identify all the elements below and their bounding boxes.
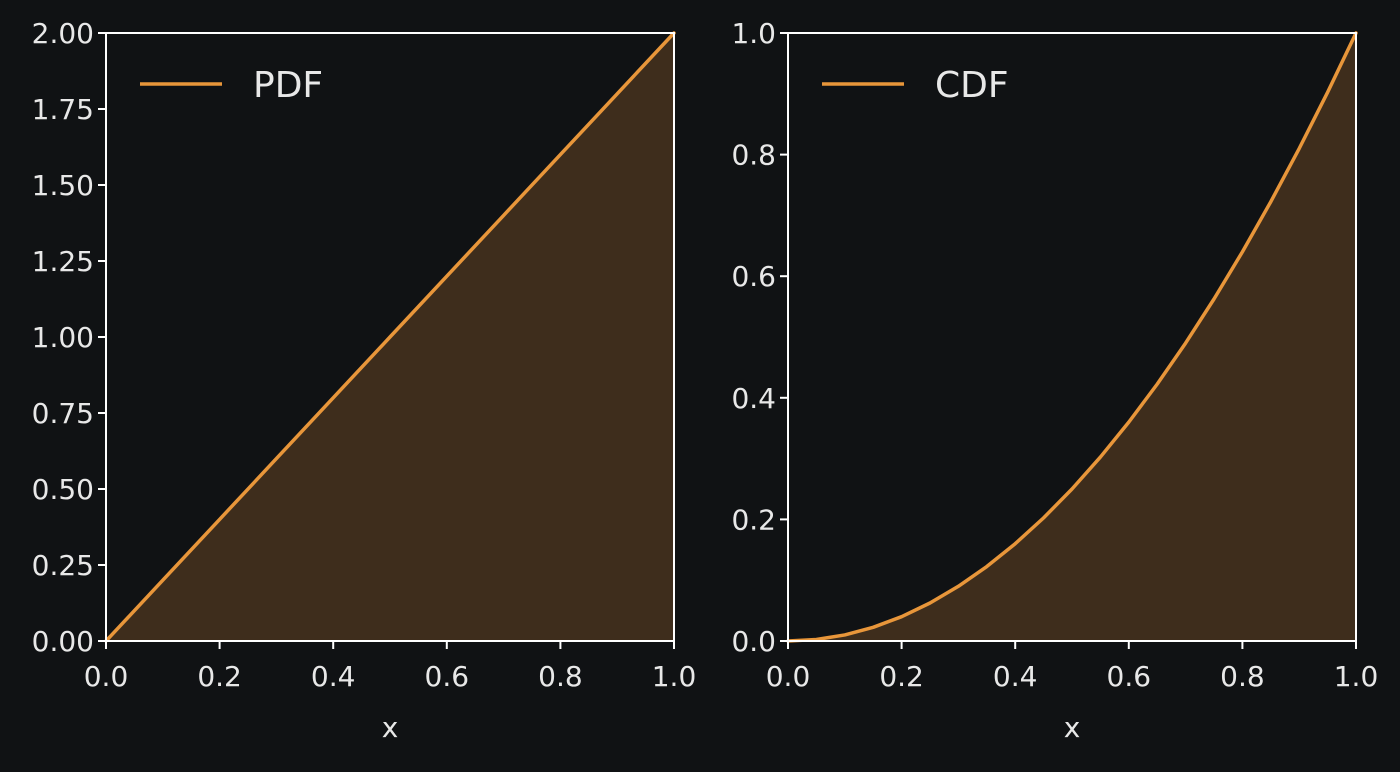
y-tick-label: 0.0	[731, 625, 776, 658]
legend-label: CDF	[935, 65, 1009, 106]
x-tick-label: 0.0	[766, 660, 811, 693]
x-tick-label: 1.0	[1334, 660, 1379, 693]
y-tick-label: 2.00	[32, 17, 94, 50]
axes-frame	[787, 32, 1357, 642]
y-tick-label: 0.2	[731, 503, 776, 536]
x-tick-label: 0.2	[197, 660, 242, 693]
y-tick-label: 0.6	[731, 260, 776, 293]
x-tick-label: 0.8	[1220, 660, 1265, 693]
y-tick-label: 1.00	[32, 321, 94, 354]
x-tick-label: 1.0	[652, 660, 697, 693]
x-tick-label: 0.6	[1107, 660, 1152, 693]
y-tick-label: 0.00	[32, 625, 94, 658]
y-tick-label: 0.4	[731, 382, 776, 415]
x-tick-label: 0.8	[538, 660, 583, 693]
y-tick-label: 0.8	[731, 139, 776, 172]
chart-panel-1: PDF 0.0 0.2 0.4 0.6 0.8 1.0 0.00 0.25 0.50 0.75 1.0…	[32, 17, 697, 744]
x-tick-label: 0.2	[879, 660, 924, 693]
y-tick-label: 0.50	[32, 473, 94, 506]
legend-label: PDF	[253, 65, 323, 106]
y-tick-label: 1.25	[32, 245, 94, 278]
y-tick-label: 0.25	[32, 549, 94, 582]
y-tick-label: 0.75	[32, 397, 94, 430]
series-line-cdf	[786, 31, 1358, 643]
chart-panel-2: CDF 0.0 0.2 0.4 0.6 0.8 1.0 0.0 0.2 0.4 0.6 0.8 1.0 x	[731, 17, 1378, 744]
series-line-pdf	[104, 31, 676, 643]
x-tick-label: 0.4	[993, 660, 1038, 693]
y-tick-label: 1.75	[32, 93, 94, 126]
x-axis-label: x	[382, 711, 399, 744]
x-axis-label: x	[1064, 711, 1081, 744]
x-tick-label: 0.6	[425, 660, 470, 693]
x-tick-label: 0.4	[311, 660, 356, 693]
y-tick-label: 1.0	[731, 17, 776, 50]
series-fill-cdf	[788, 33, 1356, 641]
x-tick-label: 0.0	[84, 660, 129, 693]
y-tick-label: 1.50	[32, 169, 94, 202]
